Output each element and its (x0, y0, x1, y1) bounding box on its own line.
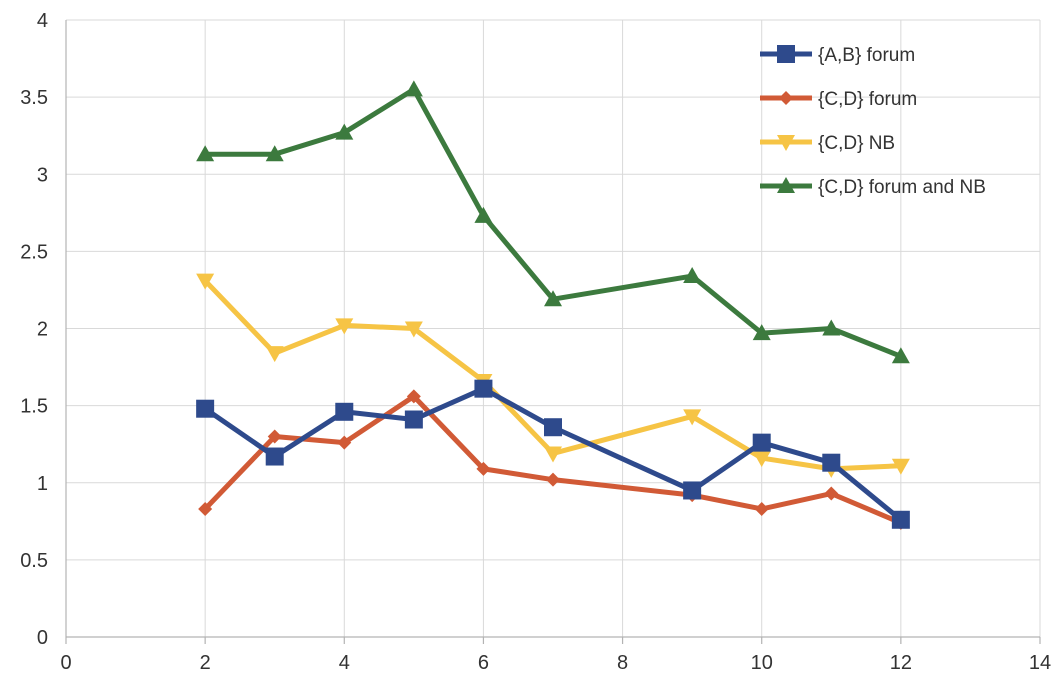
legend-label: {C,D} forum (818, 89, 917, 110)
data-point (822, 319, 841, 336)
x-tick-label: 4 (339, 652, 350, 674)
data-point (335, 318, 354, 335)
legend-item: {C,D} NB (760, 133, 895, 154)
data-point (337, 435, 352, 450)
x-tick-label: 8 (617, 652, 628, 674)
data-point (752, 433, 771, 452)
data-point (474, 206, 493, 223)
data-point (196, 273, 215, 290)
data-point (404, 80, 423, 97)
y-tick-label: 3.5 (20, 87, 48, 109)
series-line (202, 86, 904, 359)
data-point (544, 446, 562, 463)
data-point (406, 389, 421, 404)
y-tick-label: 1 (37, 473, 48, 495)
grid-lines (66, 19, 1041, 637)
series-4 (196, 80, 910, 364)
data-point (404, 410, 423, 429)
series-lines (196, 80, 910, 530)
data-point (196, 145, 215, 162)
legend-label: {A,B} forum (818, 45, 915, 66)
legend-swatch-marker (777, 177, 795, 193)
x-tick-label: 2 (200, 652, 211, 674)
data-point (891, 458, 910, 475)
series-line (202, 386, 904, 523)
data-point (198, 501, 213, 516)
data-point (822, 453, 841, 472)
data-point (752, 324, 771, 341)
y-tick-label: 2.5 (20, 241, 48, 263)
legend-label: {C,D} forum and NB (818, 177, 986, 198)
y-tick-label: 4 (37, 10, 48, 32)
data-point (196, 399, 215, 418)
series-1 (196, 379, 910, 529)
data-point (267, 429, 282, 444)
legend-swatch-marker (779, 91, 793, 105)
data-point (335, 123, 354, 140)
x-tick-label: 0 (60, 652, 71, 674)
y-tick-label: 0 (37, 627, 48, 649)
x-tick-label: 12 (890, 652, 912, 674)
x-tick-label: 6 (478, 652, 489, 674)
data-point (476, 461, 491, 476)
data-point (335, 402, 354, 421)
data-point (544, 290, 562, 307)
legend-swatch-marker (777, 45, 795, 63)
x-tick-label: 14 (1029, 652, 1051, 674)
data-point (265, 145, 284, 162)
y-tick-label: 1.5 (20, 396, 48, 418)
data-point (683, 409, 702, 426)
data-point (404, 321, 423, 338)
data-point (683, 267, 702, 284)
data-point (891, 347, 910, 364)
legend: {A,B} forum {C,D} forum {C,D} NB {C,D} foru… (760, 45, 986, 198)
x-tick-label: 10 (751, 652, 773, 674)
y-tick-label: 2 (37, 319, 48, 341)
data-point (544, 418, 562, 437)
data-point (824, 486, 839, 501)
series-line (202, 278, 904, 472)
y-tick-label: 0.5 (20, 550, 48, 572)
tick-labels: 0 0.5 1 1.5 2 2.5 3 3.5 4 0 2 4 6 8 10 12 14 (20, 10, 1051, 674)
data-point (265, 346, 284, 363)
data-point (754, 501, 769, 516)
legend-item: {C,D} forum (760, 89, 917, 110)
axes (65, 20, 1041, 644)
legend-item: {A,B} forum (760, 45, 915, 66)
data-point (546, 472, 560, 487)
legend-label: {C,D} NB (818, 133, 895, 154)
data-point (474, 379, 493, 398)
legend-item: {C,D} forum and NB (760, 177, 986, 198)
data-point (683, 481, 702, 500)
y-tick-label: 3 (37, 164, 48, 186)
data-point (265, 447, 284, 466)
data-point (752, 451, 771, 468)
legend-swatch-marker (777, 135, 795, 151)
series-line (202, 393, 904, 526)
data-point (891, 510, 910, 529)
series-3 (196, 273, 910, 478)
